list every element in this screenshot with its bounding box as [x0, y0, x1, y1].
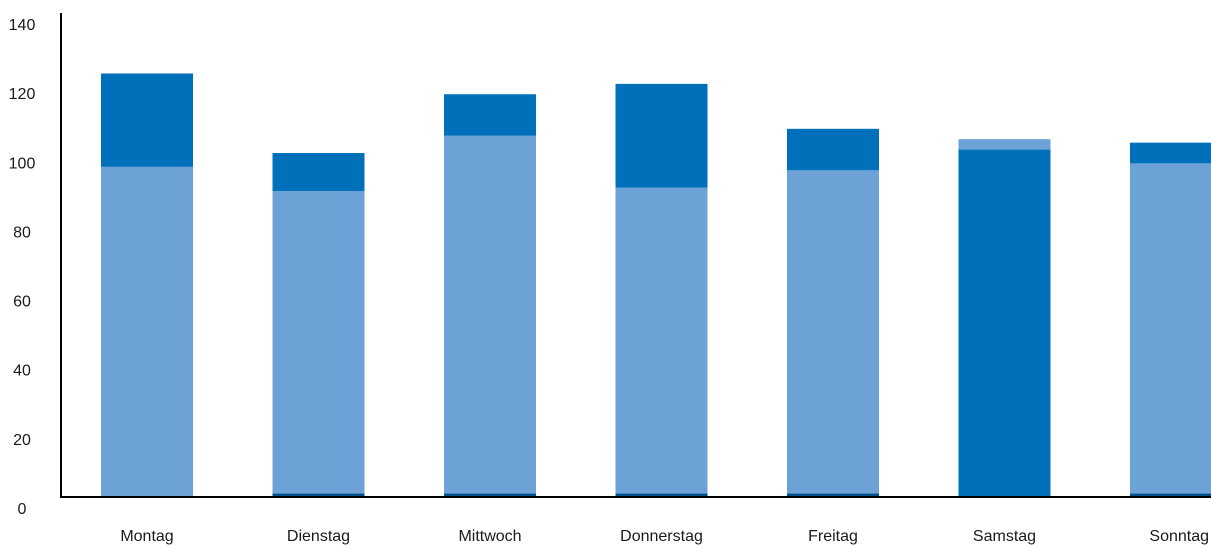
- bar-samstag-segment-4: [958, 139, 1051, 150]
- y-tick-label-40: 40: [13, 363, 31, 380]
- bar-donnerstag-segment-2: [615, 187, 708, 494]
- x-category-label-mittwoch: Mittwoch: [458, 528, 521, 545]
- bar-samstag-segment-3: [958, 149, 1051, 498]
- bar-mittwoch-segment-2: [444, 135, 536, 494]
- y-axis-tick-labels: 0 20 40 60 80 100 120 140: [9, 17, 36, 518]
- y-tick-label-20: 20: [13, 432, 31, 449]
- y-tick-label-120: 120: [9, 86, 36, 103]
- x-category-label-sonntag: Sonntag: [1149, 528, 1209, 545]
- y-tick-label-80: 80: [13, 224, 31, 241]
- bar-montag-segment-3: [101, 73, 193, 167]
- bar-sonntag-segment-3: [1130, 142, 1211, 164]
- bars: [101, 73, 1211, 498]
- y-tick-label-60: 60: [13, 294, 31, 311]
- bar-donnerstag-segment-1: [615, 493, 708, 497]
- x-category-label-donnerstag: Donnerstag: [620, 528, 703, 545]
- bar-freitag-segment-2: [787, 170, 879, 494]
- bar-donnerstag-segment-3: [615, 83, 708, 188]
- bar-sonntag-segment-2: [1130, 163, 1211, 494]
- x-category-label-freitag: Freitag: [808, 528, 858, 545]
- bar-mittwoch-segment-3: [444, 94, 536, 136]
- y-tick-label-140: 140: [9, 17, 36, 34]
- bar-freitag-segment-3: [787, 128, 879, 171]
- y-tick-label-100: 100: [9, 155, 36, 172]
- bar-freitag-segment-1: [787, 493, 879, 497]
- bar-dienstag-segment-3: [272, 153, 365, 192]
- x-axis-category-labels: Montag Dienstag Mittwoch Donnerstag Freitag S…: [120, 528, 1209, 545]
- bar-montag-segment-2: [101, 166, 193, 498]
- bar-dienstag-segment-2: [272, 191, 365, 494]
- bar-mittwoch-segment-1: [444, 493, 536, 497]
- y-tick-label-0: 0: [18, 501, 27, 518]
- bar-sonntag-segment-1: [1130, 493, 1211, 497]
- bar-dienstag-segment-1: [272, 493, 365, 497]
- x-category-label-montag: Montag: [120, 528, 173, 545]
- x-category-label-dienstag: Dienstag: [287, 528, 350, 545]
- x-category-label-samstag: Samstag: [973, 528, 1036, 545]
